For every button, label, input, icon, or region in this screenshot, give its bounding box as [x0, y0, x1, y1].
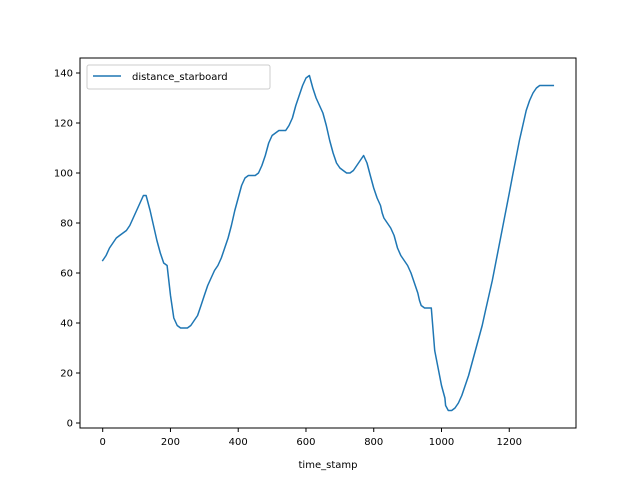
axes-frame	[79, 57, 577, 429]
y-tick-label: 20	[60, 369, 73, 380]
legend-box	[86, 64, 271, 90]
x-tick-label: 0	[100, 437, 106, 448]
y-tick-label: 140	[54, 69, 73, 80]
y-tick-label: 0	[67, 419, 73, 430]
x-tick-label: 200	[161, 437, 180, 448]
x-tick-label: 600	[296, 437, 315, 448]
x-tick-label: 1000	[429, 437, 454, 448]
plot-area	[79, 57, 577, 429]
series-line	[101, 74, 555, 412]
y-axis: 0 20 40 60 80 100 120 140	[54, 69, 80, 430]
y-tick-label: 40	[60, 319, 73, 330]
x-tick-label: 400	[229, 437, 248, 448]
x-tick-label: 1200	[497, 437, 522, 448]
y-tick-label: 100	[54, 169, 73, 180]
x-axis-title: time_stamp	[299, 460, 358, 471]
x-tick-label: 800	[364, 437, 383, 448]
y-tick-label: 120	[54, 119, 73, 130]
legend-label: distance_starboard	[132, 72, 228, 83]
y-tick-label: 80	[60, 219, 73, 230]
legend: distance_starboard	[86, 64, 271, 90]
y-tick-label: 60	[60, 269, 73, 280]
x-axis: 0 200 400 600 800 1000 1200	[100, 428, 522, 448]
